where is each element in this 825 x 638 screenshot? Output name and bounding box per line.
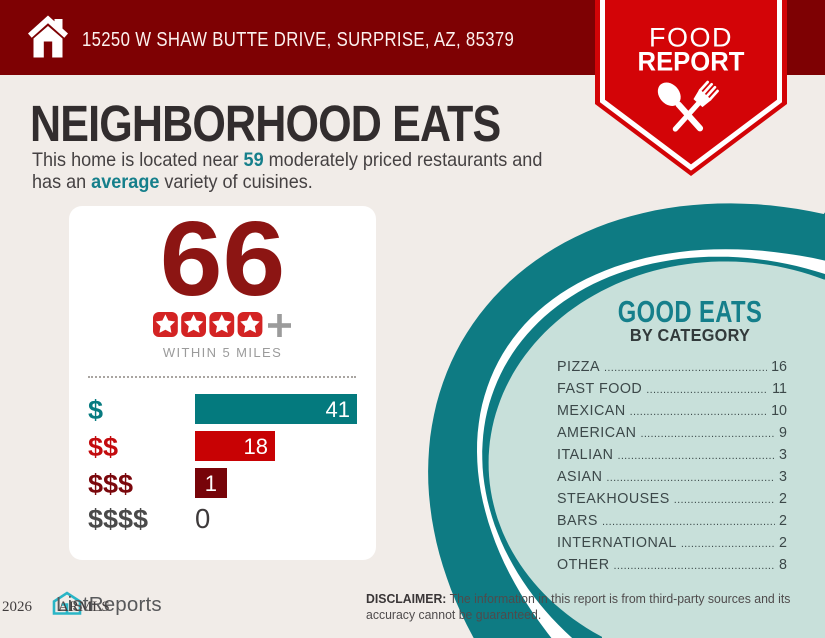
svg-text:FOOD: FOOD [649, 23, 733, 53]
svg-text:REPORT: REPORT [638, 46, 745, 77]
